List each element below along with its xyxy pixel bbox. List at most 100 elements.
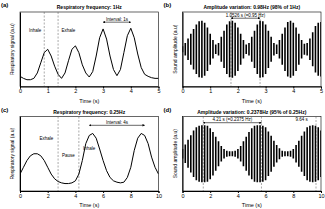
waveform-bar: [276, 145, 278, 162]
background: [0, 0, 325, 209]
x-axis-title: Time (s): [242, 202, 262, 208]
waveform-bar: [254, 31, 256, 68]
title: Respiratory frequency: 0.25Hz: [53, 109, 125, 115]
waveform-bar: [281, 34, 283, 65]
signal-line: [20, 28, 159, 79]
x-tick: 3: [265, 87, 268, 95]
x-axis-line: [21, 192, 160, 194]
panel-label: (a): [1, 2, 8, 8]
annotation: 9.64 s: [295, 117, 308, 122]
x-tick: 3: [102, 87, 105, 95]
waveform-bar: [243, 40, 245, 59]
plot-frame: [20, 117, 159, 192]
waveform-bar: [295, 28, 297, 71]
waveform-bar: [304, 131, 306, 176]
waveform-bar: [220, 37, 222, 62]
annotation: Exhale: [39, 136, 53, 141]
x-axis-line: [183, 192, 322, 194]
guide-line: [316, 117, 317, 192]
waveform-bar: [284, 151, 286, 156]
y-axis-title: Sound amplitude (a.u): [172, 129, 178, 179]
plot: 0123451.0526 s (=0.95 Hz): [181, 12, 323, 94]
waveform-bar: [304, 44, 306, 55]
waveform-bar: [292, 149, 294, 158]
x-tick-label: 8: [130, 193, 133, 199]
waveform-bar: [262, 21, 264, 77]
interval-label: 1.0526 s (=0.95 Hz): [226, 13, 266, 18]
waveform-bar: [245, 45, 247, 54]
x-tick: 8: [292, 191, 295, 199]
waveform-bar: [315, 126, 317, 182]
waveform-bar: [309, 126, 311, 182]
x-axis: 0246810: [19, 191, 162, 199]
x-tick-label: 3: [102, 88, 105, 94]
waveform-bar: [287, 22, 289, 77]
title: Respiratory frequency: 1Hz: [57, 4, 123, 10]
x-tick-label: 2: [74, 88, 77, 94]
plot: 02468104.21 s (=0.2375 Hz)9.64 s: [181, 117, 324, 199]
plot-frame: [183, 12, 322, 87]
y-axis-line: [20, 13, 21, 88]
waveform-bar: [259, 21, 261, 78]
x-axis-title: Time (s): [79, 202, 99, 208]
x-tick-label: 1: [47, 88, 50, 94]
x-tick: 2: [74, 87, 77, 95]
waveform-bar: [290, 151, 292, 157]
marks: [20, 117, 159, 192]
plot: 0246810Interval: 4sExhalePauseInhale: [19, 117, 162, 199]
x-tick-label: 5: [320, 88, 323, 94]
x-tick: 1: [47, 87, 50, 95]
marks: [20, 12, 159, 87]
waveform-bar: [234, 23, 236, 76]
x-tick-label: 6: [102, 193, 105, 199]
y-axis-line: [183, 117, 184, 192]
x-tick-label: 0: [181, 88, 184, 94]
waveform-bar: [279, 148, 281, 159]
plot-frame: [183, 117, 322, 192]
x-tick-label: 1: [209, 88, 212, 94]
waveform-bar: [218, 141, 220, 166]
x-tick-label: 8: [292, 193, 295, 199]
y-axis-title: Sound amplitude (a.u): [172, 24, 178, 74]
x-tick-label: 5: [157, 88, 160, 94]
waveform-bar: [187, 38, 189, 60]
waveform-bar: [292, 23, 294, 76]
waveform-bar: [243, 141, 245, 166]
waveform-bar: [234, 151, 236, 157]
waveform-bar: [220, 146, 222, 162]
waveform-bar: [245, 137, 247, 171]
x-axis: 012345: [181, 87, 323, 95]
waveform-bar: [320, 130, 321, 177]
waveform-bar: [273, 141, 275, 167]
x-tick: 0: [181, 191, 184, 199]
waveform-bar: [212, 40, 214, 59]
waveform-bar: [201, 21, 203, 78]
waveform-bar: [193, 29, 195, 69]
y-axis: [20, 117, 21, 192]
y-axis-title: Respiratory signal (a.u): [9, 128, 15, 180]
x-tick: 4: [130, 87, 133, 95]
y-axis: [183, 13, 184, 88]
annotation: Pause: [62, 153, 75, 158]
waveform-bar: [201, 125, 203, 182]
x-tick-label: 4: [74, 193, 77, 199]
waveform-bar: [187, 140, 189, 168]
x-tick-label: 2: [209, 193, 212, 199]
waveform-bar: [287, 151, 289, 156]
waveform-bar: [254, 126, 256, 182]
waveform-bar: [184, 144, 186, 163]
waveform-bar: [270, 136, 272, 172]
annotation: Inhale: [29, 28, 42, 33]
title: Amplitude variation: 0.2378Hz (95% of 0.…: [197, 109, 307, 115]
x-tick: 5: [157, 87, 160, 95]
x-tick: 0: [19, 87, 22, 95]
x-tick: 0: [181, 87, 184, 95]
x-tick: 4: [74, 191, 77, 199]
plot-frame: [20, 12, 159, 87]
x-tick: 2: [209, 191, 212, 199]
x-tick: 4: [292, 87, 295, 95]
guide-line: [230, 12, 231, 87]
panel: 0246810Interval: 4sExhalePauseInhale(c)R…: [1, 107, 162, 209]
y-axis: [20, 13, 21, 88]
waveform-bar: [223, 31, 225, 68]
